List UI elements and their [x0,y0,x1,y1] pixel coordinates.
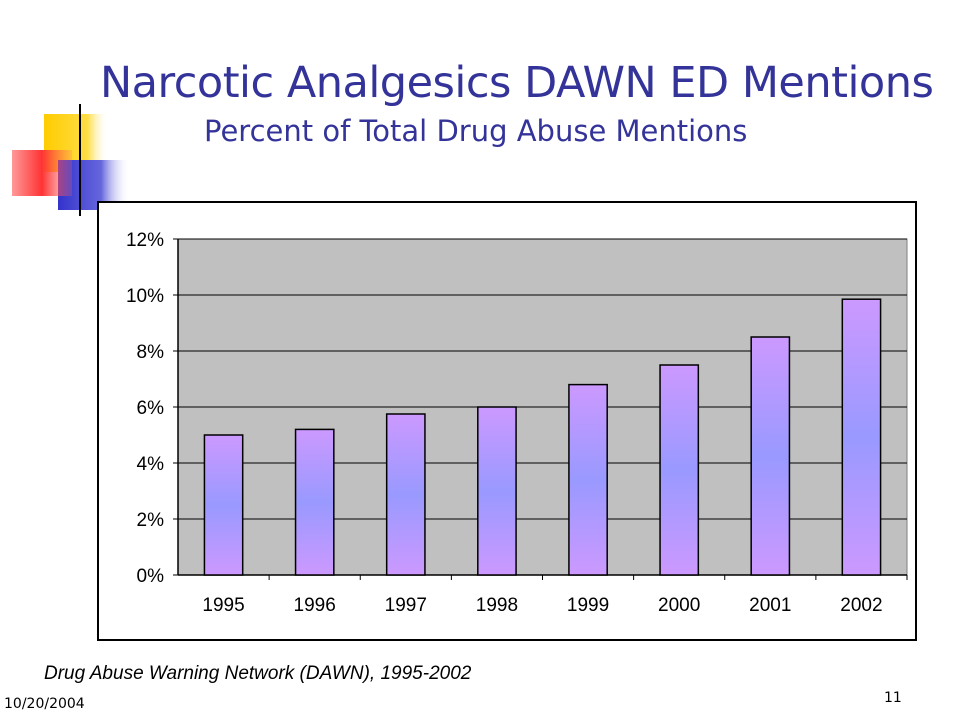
bar-1996 [294,428,335,576]
x-tick-label: 2002 [840,595,882,616]
slide-subtitle: Percent of Total Drug Abuse Mentions [204,114,748,148]
x-tick-label: 1997 [385,595,427,616]
x-tick-label: 1998 [476,595,518,616]
source-note: Drug Abuse Warning Network (DAWN), 1995-… [44,663,472,684]
y-tick-label: 4% [137,454,165,475]
bar-1998 [477,406,517,576]
footer-date: 10/20/2004 [4,696,85,712]
y-tick-label: 0% [137,566,165,587]
bar-1999 [568,383,608,576]
x-tick-label: 2000 [658,595,700,616]
slide-title: Narcotic Analgesics DAWN ED Mentions [100,58,934,108]
title-decoration [12,104,900,216]
bar-1997 [385,413,426,576]
bar-2000 [659,364,700,576]
bar-1995 [203,434,244,576]
y-tick-label: 2% [137,510,165,531]
x-tick-label: 1996 [294,595,336,616]
y-tick-label: 10% [126,286,164,307]
y-tick-label: 12% [126,230,164,251]
chart-frame: 0% 2% 4% 6% 8% 10% 12% 1995 1996 1997 1998 1999 2000… [97,201,917,641]
y-tick-label: 8% [137,342,165,363]
x-tick-label: 2001 [749,595,791,616]
bar-2001 [750,336,791,576]
y-tick-label: 6% [137,398,165,419]
x-tick-label: 1995 [202,595,244,616]
page-number: 11 [884,690,902,706]
bar-chart: 0% 2% 4% 6% 8% 10% 12% 1995 1996 1997 1998 1999 2000… [126,230,908,616]
x-tick-label: 1999 [567,595,609,616]
bar-2002 [841,298,882,576]
